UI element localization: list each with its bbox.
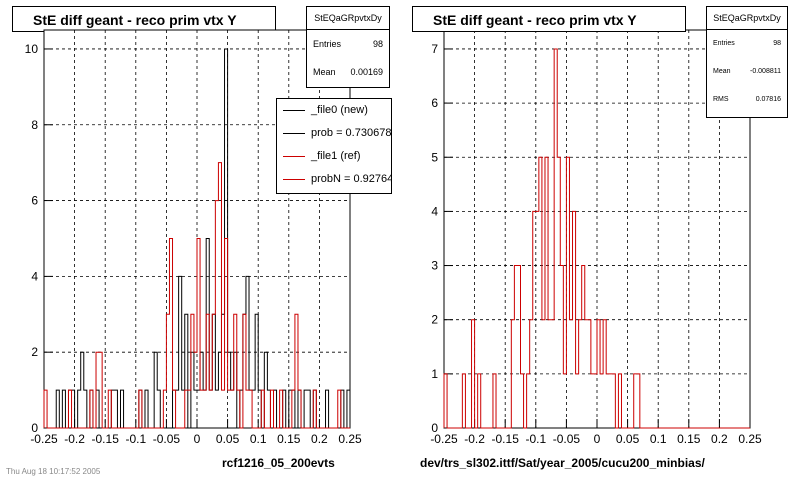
right-y-tick-label: 7 xyxy=(431,42,438,56)
right-stats-entries-value: 98 xyxy=(773,40,781,47)
left-stats-mean: Mean 0.00169 xyxy=(307,58,389,86)
legend-label-prob: prob = 0.730678 xyxy=(311,127,392,139)
left-x-tick-label: -0.1 xyxy=(125,432,146,446)
legend-item-prob: prob = 0.730678 xyxy=(277,122,391,145)
left-y-tick-label: 6 xyxy=(31,194,38,208)
legend-item-probn: probN = 0.927642 xyxy=(277,168,391,191)
legend-item-file1: _file1 (ref) xyxy=(277,145,391,168)
right-x-tick-label: -0.05 xyxy=(553,432,581,446)
right-panel-title: StE diff geant - reco prim vtx Y xyxy=(412,6,686,32)
right-x-tick-label: 0.05 xyxy=(616,432,640,446)
right-stats-entries-label: Entries xyxy=(713,40,735,47)
left-x-tick-label: -0.15 xyxy=(92,432,120,446)
right-x-tick-label: 0.15 xyxy=(677,432,701,446)
right-x-tick-label: 0.2 xyxy=(711,432,728,446)
left-stats-name: StEQaGRpvtxDy xyxy=(307,7,389,30)
right-y-tick-label: 6 xyxy=(431,96,438,110)
left-x-tick-label: 0.25 xyxy=(338,432,362,446)
left-x-tick-label: 0.15 xyxy=(277,432,301,446)
left-stats-box: StEQaGRpvtxDy Entries 98 Mean 0.00169 xyxy=(306,6,390,88)
right-stats-mean-label: Mean xyxy=(713,68,731,75)
right-stats-mean: Mean -0.008811 xyxy=(707,58,787,86)
right-x-tick-label: 0 xyxy=(594,432,601,446)
right-stats-mean-value: -0.008811 xyxy=(749,68,781,75)
right-y-tick-label: 4 xyxy=(431,204,438,218)
left-timestamp: Thu Aug 18 10:17:52 2005 xyxy=(6,467,101,476)
left-stats-entries-label: Entries xyxy=(313,39,342,49)
right-stats-entries: Entries 98 xyxy=(707,30,787,58)
left-y-tick-label: 0 xyxy=(31,421,38,435)
right-x-tick-label: 0.25 xyxy=(738,432,762,446)
left-legend: _file0 (new) prob = 0.730678 _file1 (ref… xyxy=(276,98,392,194)
right-y-tick-label: 2 xyxy=(431,313,438,327)
left-stats-entries: Entries 98 xyxy=(307,30,389,58)
left-x-tick-label: -0.25 xyxy=(30,432,58,446)
left-stats-entries-value: 98 xyxy=(372,39,383,49)
legend-swatch-file0 xyxy=(283,110,305,111)
left-x-tick-label: 0.2 xyxy=(311,432,328,446)
right-stats-box: StEQaGRpvtxDy Entries 98 Mean -0.008811 … xyxy=(706,6,788,118)
right-series-0-histogram xyxy=(443,48,750,429)
right-y-tick-label: 1 xyxy=(431,367,438,381)
legend-item-file0: _file0 (new) xyxy=(277,99,391,122)
right-y-tick-label: 3 xyxy=(431,259,438,273)
left-stats-mean-label: Mean xyxy=(313,67,336,77)
legend-label-file0: _file0 (new) xyxy=(311,104,368,116)
left-series-1-histogram xyxy=(43,162,350,429)
legend-swatch-file1 xyxy=(283,156,305,157)
right-x-tick-label: -0.1 xyxy=(525,432,546,446)
right-y-tick-label: 0 xyxy=(431,421,438,435)
left-footer-label: rcf1216_05_200evts xyxy=(222,456,335,470)
legend-label-probn: probN = 0.927642 xyxy=(311,173,392,185)
legend-swatch-probn xyxy=(283,179,305,180)
right-stats-rms-value: 0.07816 xyxy=(755,96,781,103)
legend-label-file1: _file1 (ref) xyxy=(311,150,361,162)
left-x-tick-label: 0 xyxy=(194,432,201,446)
right-x-tick-label: -0.25 xyxy=(430,432,458,446)
left-panel-title: StE diff geant - reco prim vtx Y xyxy=(12,6,276,32)
right-x-tick-label: -0.2 xyxy=(464,432,485,446)
right-stats-name: StEQaGRpvtxDy xyxy=(707,7,787,30)
right-x-tick-label: 0.1 xyxy=(650,432,667,446)
right-y-tick-label: 5 xyxy=(431,150,438,164)
left-x-tick-label: 0.1 xyxy=(250,432,267,446)
left-y-tick-label: 4 xyxy=(31,269,38,283)
right-footer-label: dev/trs_sl302.ittf/Sat/year_2005/cucu200… xyxy=(420,456,705,470)
left-x-tick-label: -0.05 xyxy=(153,432,181,446)
legend-swatch-prob xyxy=(283,133,305,134)
left-y-tick-label: 2 xyxy=(31,345,38,359)
right-x-tick-label: -0.15 xyxy=(492,432,520,446)
left-stats-mean-value: 0.00169 xyxy=(350,67,383,77)
left-x-tick-label: -0.2 xyxy=(64,432,85,446)
right-stats-rms: RMS 0.07816 xyxy=(707,86,787,114)
left-y-tick-label: 10 xyxy=(25,42,39,56)
left-x-tick-label: 0.05 xyxy=(216,432,240,446)
left-y-tick-label: 8 xyxy=(31,118,38,132)
right-stats-rms-label: RMS xyxy=(713,96,729,103)
